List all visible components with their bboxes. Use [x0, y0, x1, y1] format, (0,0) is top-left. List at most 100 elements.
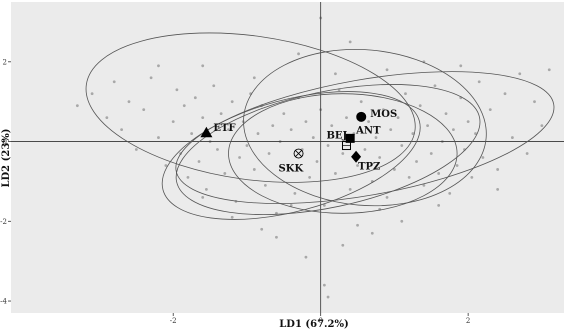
data-point: [385, 195, 389, 199]
label-mos: MOS: [370, 109, 397, 120]
data-point: [404, 92, 407, 96]
data-point: [330, 124, 334, 128]
data-point: [186, 176, 190, 179]
centroid-etf: [200, 126, 213, 138]
data-point: [459, 64, 463, 68]
data-point: [474, 132, 477, 135]
data-point: [308, 176, 312, 179]
centroid-skk-cross-b: [295, 150, 303, 157]
data-point: [510, 136, 514, 139]
data-point: [256, 132, 260, 135]
data-point: [348, 187, 352, 191]
data-point: [429, 152, 433, 155]
axis-ticks: -2 0 2 -4 -2 0 2: [0, 58, 470, 325]
x-tick-label: -2: [170, 317, 177, 325]
data-points: [75, 16, 551, 299]
data-point: [400, 144, 404, 147]
data-point: [466, 120, 470, 124]
ellipse-ant: [175, 71, 555, 204]
data-point: [260, 227, 264, 231]
data-point: [407, 176, 411, 179]
data-point: [496, 187, 500, 191]
data-point: [216, 148, 219, 151]
data-point: [393, 168, 396, 171]
data-point: [359, 100, 363, 104]
data-point: [201, 64, 205, 68]
centroid-mos: [356, 111, 367, 122]
data-point: [385, 68, 389, 72]
data-point: [411, 132, 415, 135]
ellipse-bej: [228, 93, 458, 214]
data-point: [164, 164, 168, 167]
data-point: [381, 108, 385, 112]
data-point: [322, 283, 326, 287]
data-point: [496, 168, 500, 171]
x-tick-label: 2: [466, 317, 470, 325]
data-point: [341, 243, 345, 247]
x-axis-title: LD1 (67.2%): [279, 319, 348, 330]
centroid-ant: [345, 133, 355, 143]
x-tick-label: 0: [318, 317, 322, 325]
data-point: [422, 184, 426, 187]
data-point: [275, 235, 278, 239]
data-point: [289, 128, 293, 131]
data-point: [370, 231, 374, 235]
group-ellipses: [85, 32, 555, 220]
data-point: [470, 176, 474, 179]
data-point: [297, 52, 300, 56]
data-point: [311, 136, 315, 139]
data-point: [547, 68, 551, 72]
data-point: [503, 92, 507, 96]
y-axis-title: LD2 (23%): [1, 128, 12, 187]
data-point: [230, 215, 234, 219]
data-point: [219, 112, 223, 116]
data-point: [201, 116, 205, 120]
data-point: [175, 88, 179, 92]
data-point: [389, 128, 393, 131]
data-point: [481, 156, 485, 159]
data-point: [252, 168, 256, 171]
data-point: [293, 191, 297, 195]
data-point: [518, 72, 522, 76]
data-point: [275, 211, 278, 215]
data-point: [267, 152, 271, 155]
data-point: [201, 195, 205, 199]
data-point: [149, 76, 153, 80]
data-point: [477, 80, 481, 84]
data-point: [426, 124, 429, 128]
data-point: [105, 116, 109, 120]
label-tpz: TPZ: [358, 162, 380, 173]
data-point: [75, 104, 79, 108]
data-point: [334, 172, 337, 175]
data-point: [348, 40, 352, 44]
data-point: [238, 156, 241, 159]
data-point: [448, 191, 452, 195]
data-point: [190, 132, 194, 135]
data-point: [263, 184, 267, 187]
data-point: [282, 112, 286, 116]
label-etf: ETF: [213, 123, 235, 134]
group-centroids: [200, 111, 367, 163]
data-point: [488, 108, 492, 112]
data-point: [433, 84, 437, 88]
data-point: [271, 124, 275, 128]
data-point: [525, 152, 529, 155]
y-tick-label: -2: [0, 218, 7, 226]
data-point: [533, 100, 536, 104]
data-point: [363, 148, 367, 151]
data-point: [374, 136, 378, 139]
y-tick-label: -4: [0, 298, 7, 306]
data-point: [396, 116, 400, 120]
data-point: [455, 164, 459, 167]
data-point: [134, 148, 138, 151]
data-point: [452, 128, 455, 131]
data-point: [356, 164, 359, 167]
data-point: [356, 223, 359, 227]
data-point: [341, 152, 345, 155]
data-point: [212, 84, 216, 88]
ellipse-skk: [161, 91, 421, 220]
data-point: [142, 108, 146, 112]
data-point: [315, 160, 319, 163]
